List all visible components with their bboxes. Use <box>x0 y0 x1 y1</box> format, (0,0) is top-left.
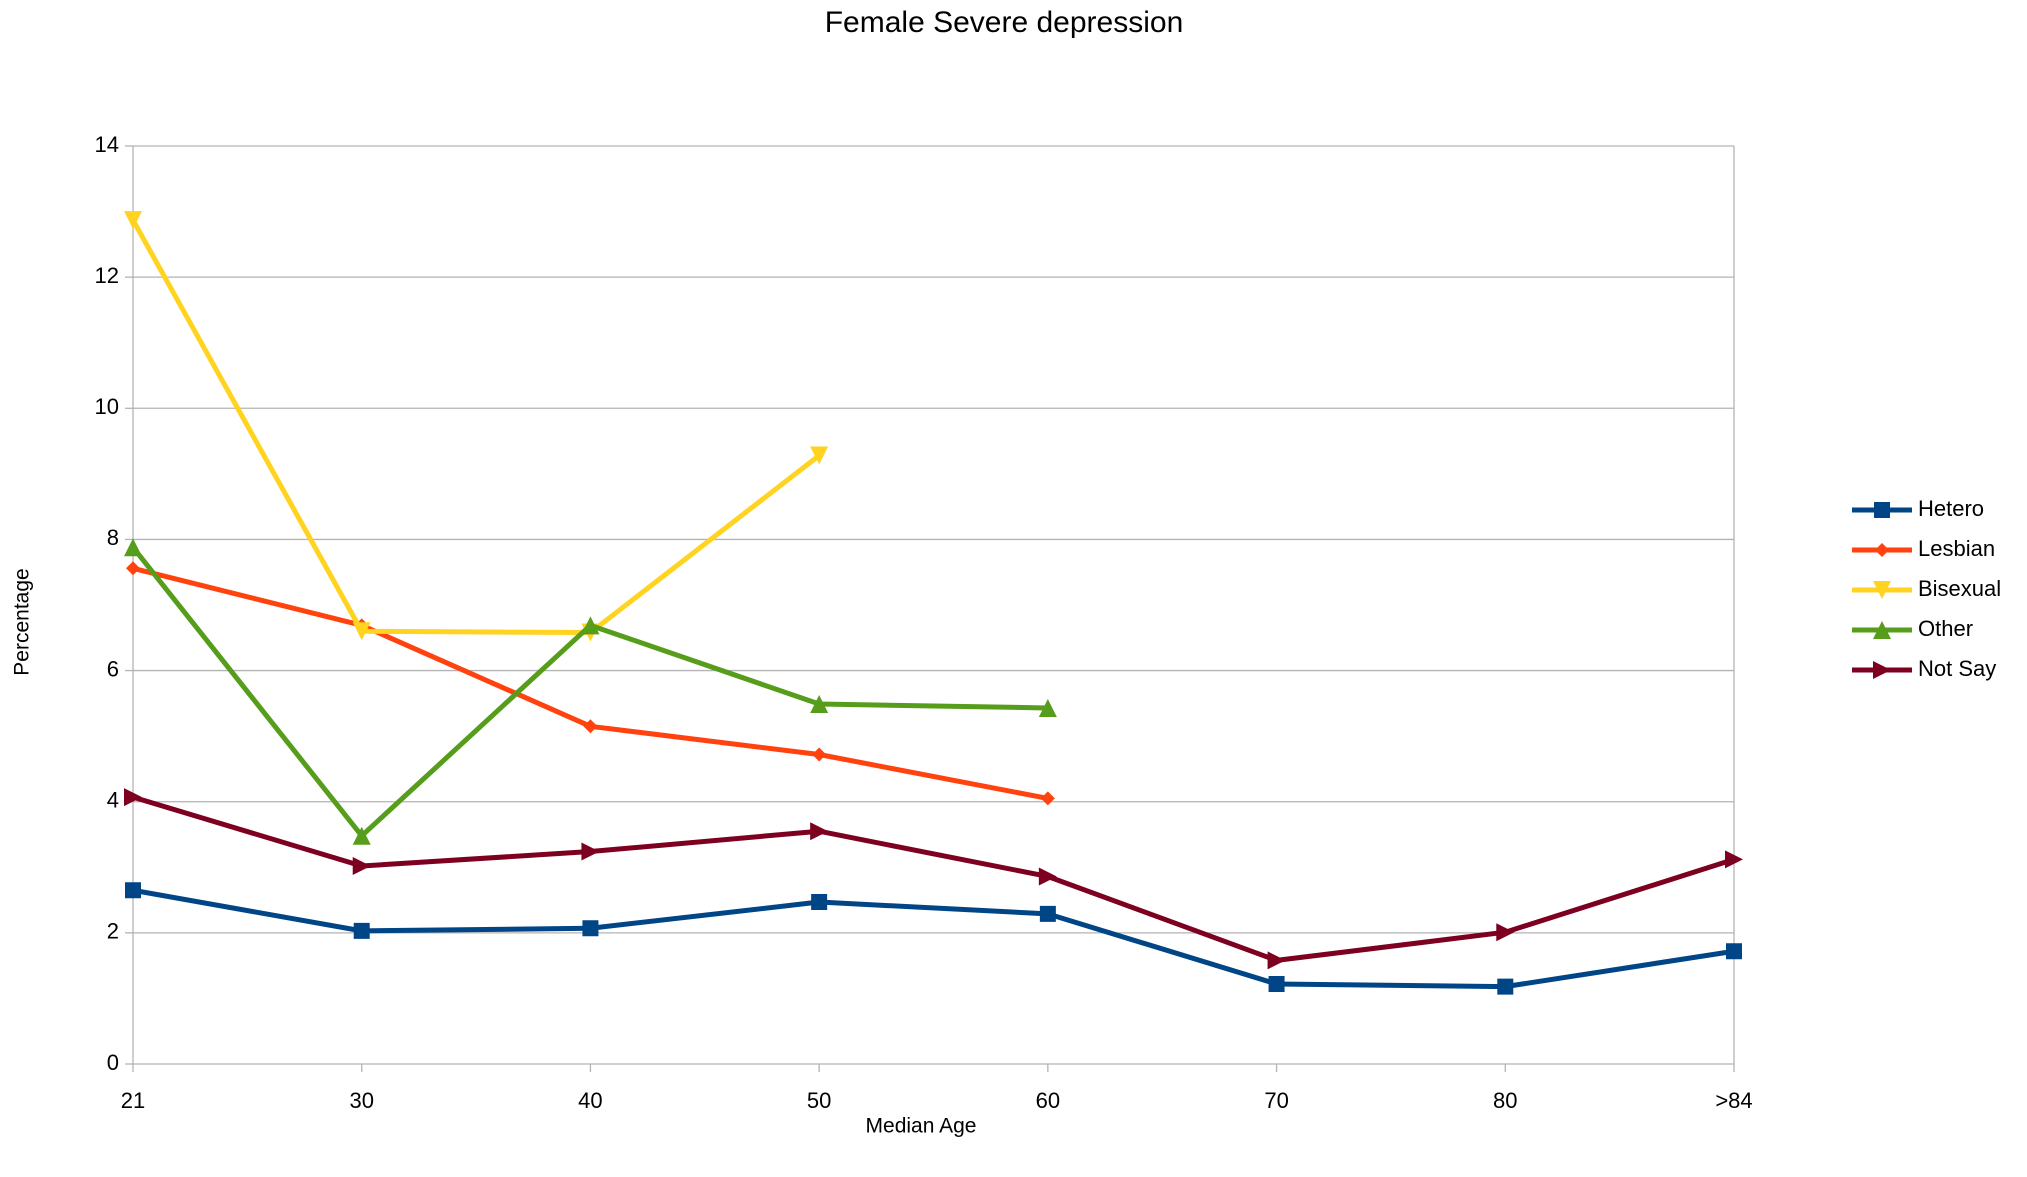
point <box>1038 698 1057 717</box>
point <box>810 695 829 714</box>
point <box>1496 923 1515 942</box>
series-line <box>130 218 821 636</box>
x-axis-title: Median Age <box>866 1115 977 1138</box>
y-tick-label: 6 <box>107 656 119 681</box>
series-line <box>131 545 1048 839</box>
x-tick-label: 21 <box>121 1088 145 1113</box>
legend-label: Not Say <box>1918 656 1996 681</box>
y-tick-label: 2 <box>107 919 119 944</box>
point <box>582 920 599 937</box>
point <box>811 894 828 911</box>
point <box>581 842 600 861</box>
y-tick-label: 10 <box>95 394 119 419</box>
point <box>583 719 598 734</box>
point <box>352 622 371 641</box>
legend-marker <box>1875 543 1889 557</box>
point <box>1725 850 1743 869</box>
x-tick-label: 80 <box>1493 1088 1517 1113</box>
legend-marker <box>1873 661 1891 679</box>
point <box>124 538 142 557</box>
point <box>353 922 370 939</box>
point <box>1268 976 1285 993</box>
legend-label: Bisexual <box>1918 576 2001 601</box>
point <box>1038 867 1057 886</box>
point <box>352 826 371 845</box>
legend-marker <box>1873 621 1891 639</box>
point <box>1726 943 1742 960</box>
point <box>1040 791 1055 806</box>
y-tick-label: 14 <box>95 132 119 157</box>
y-tick-label: 4 <box>107 788 119 813</box>
x-tick-label: 70 <box>1264 1088 1288 1113</box>
x-tick-label: 60 <box>1036 1088 1060 1113</box>
y-tick-label: 0 <box>107 1050 119 1075</box>
point <box>1039 905 1056 922</box>
series-line <box>132 887 1735 990</box>
point <box>124 788 142 807</box>
point <box>124 211 142 230</box>
legend-marker <box>1874 502 1890 518</box>
x-tick-label: 50 <box>807 1088 831 1113</box>
legend-marker <box>1873 581 1891 599</box>
point <box>1497 978 1514 995</box>
point <box>125 882 141 899</box>
chart-title: Female Severe depression <box>825 6 1184 39</box>
series-line <box>132 794 1735 963</box>
y-tick-label: 12 <box>95 263 119 288</box>
point <box>126 561 140 576</box>
legend-label: Lesbian <box>1918 536 1995 561</box>
point <box>812 747 827 762</box>
x-tick-label: 30 <box>349 1088 373 1113</box>
y-tick-label: 8 <box>107 525 119 550</box>
point <box>810 822 829 841</box>
series-line <box>132 565 1049 801</box>
y-axis-title: Percentage <box>11 568 34 675</box>
point <box>352 856 371 875</box>
point <box>581 616 600 635</box>
point <box>810 446 829 465</box>
legend-label: Hetero <box>1918 496 1984 521</box>
legend-label: Other <box>1918 616 1973 641</box>
x-tick-label: 40 <box>578 1088 602 1113</box>
x-tick-label: >84 <box>1715 1088 1752 1113</box>
point <box>1267 951 1286 970</box>
